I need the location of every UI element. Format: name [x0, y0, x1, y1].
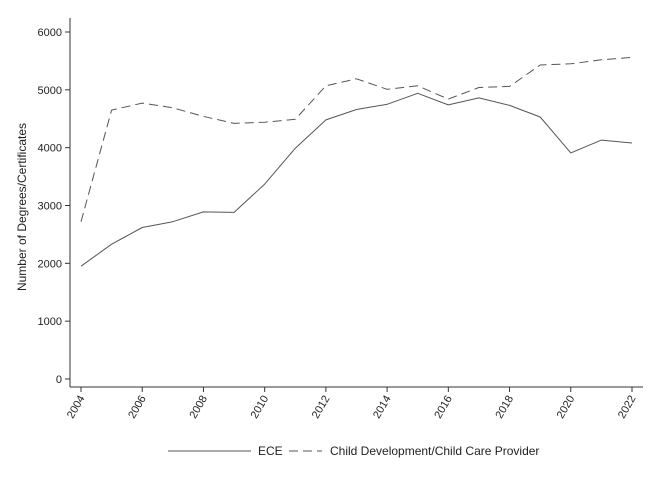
series-line-child-development: [80, 56, 633, 222]
legend-label-child-development: Child Development/Child Care Provider: [330, 444, 539, 458]
y-tick-label: 0: [56, 374, 62, 386]
x-tick-label: 2006: [126, 394, 149, 421]
y-axis-label: Number of Degrees/Certificates: [15, 123, 29, 291]
y-tick-label: 4000: [38, 143, 62, 155]
x-tick-label: 2012: [310, 394, 333, 421]
legend-label-ece: ECE: [258, 444, 283, 458]
x-tick-label: 2022: [616, 394, 639, 421]
y-tick-label: 5000: [38, 85, 62, 97]
series-line-ece: [80, 92, 633, 267]
x-tick-label: 2020: [555, 394, 578, 421]
x-tick-label: 2018: [494, 394, 517, 421]
series-layer: [80, 56, 633, 267]
legend: ECE Child Development/Child Care Provider: [168, 444, 539, 458]
x-tick-label: 2008: [187, 394, 210, 421]
y-axis-ticks: 0 1000 2000 3000 4000 5000 6000: [38, 27, 70, 386]
axes: [69, 18, 643, 388]
x-tick-label: 2014: [371, 394, 394, 421]
x-tick-label: 2010: [249, 394, 272, 421]
x-tick-label: 2016: [432, 394, 455, 421]
x-axis-ticks: 2004 2006 2008 2010 2012 2014 2016 2018 2020 2022: [65, 387, 639, 421]
x-tick-label: 2004: [65, 394, 88, 421]
y-tick-label: 3000: [38, 201, 62, 213]
y-tick-label: 2000: [38, 258, 62, 270]
y-tick-label: 1000: [38, 316, 62, 328]
y-tick-label: 6000: [38, 27, 62, 39]
